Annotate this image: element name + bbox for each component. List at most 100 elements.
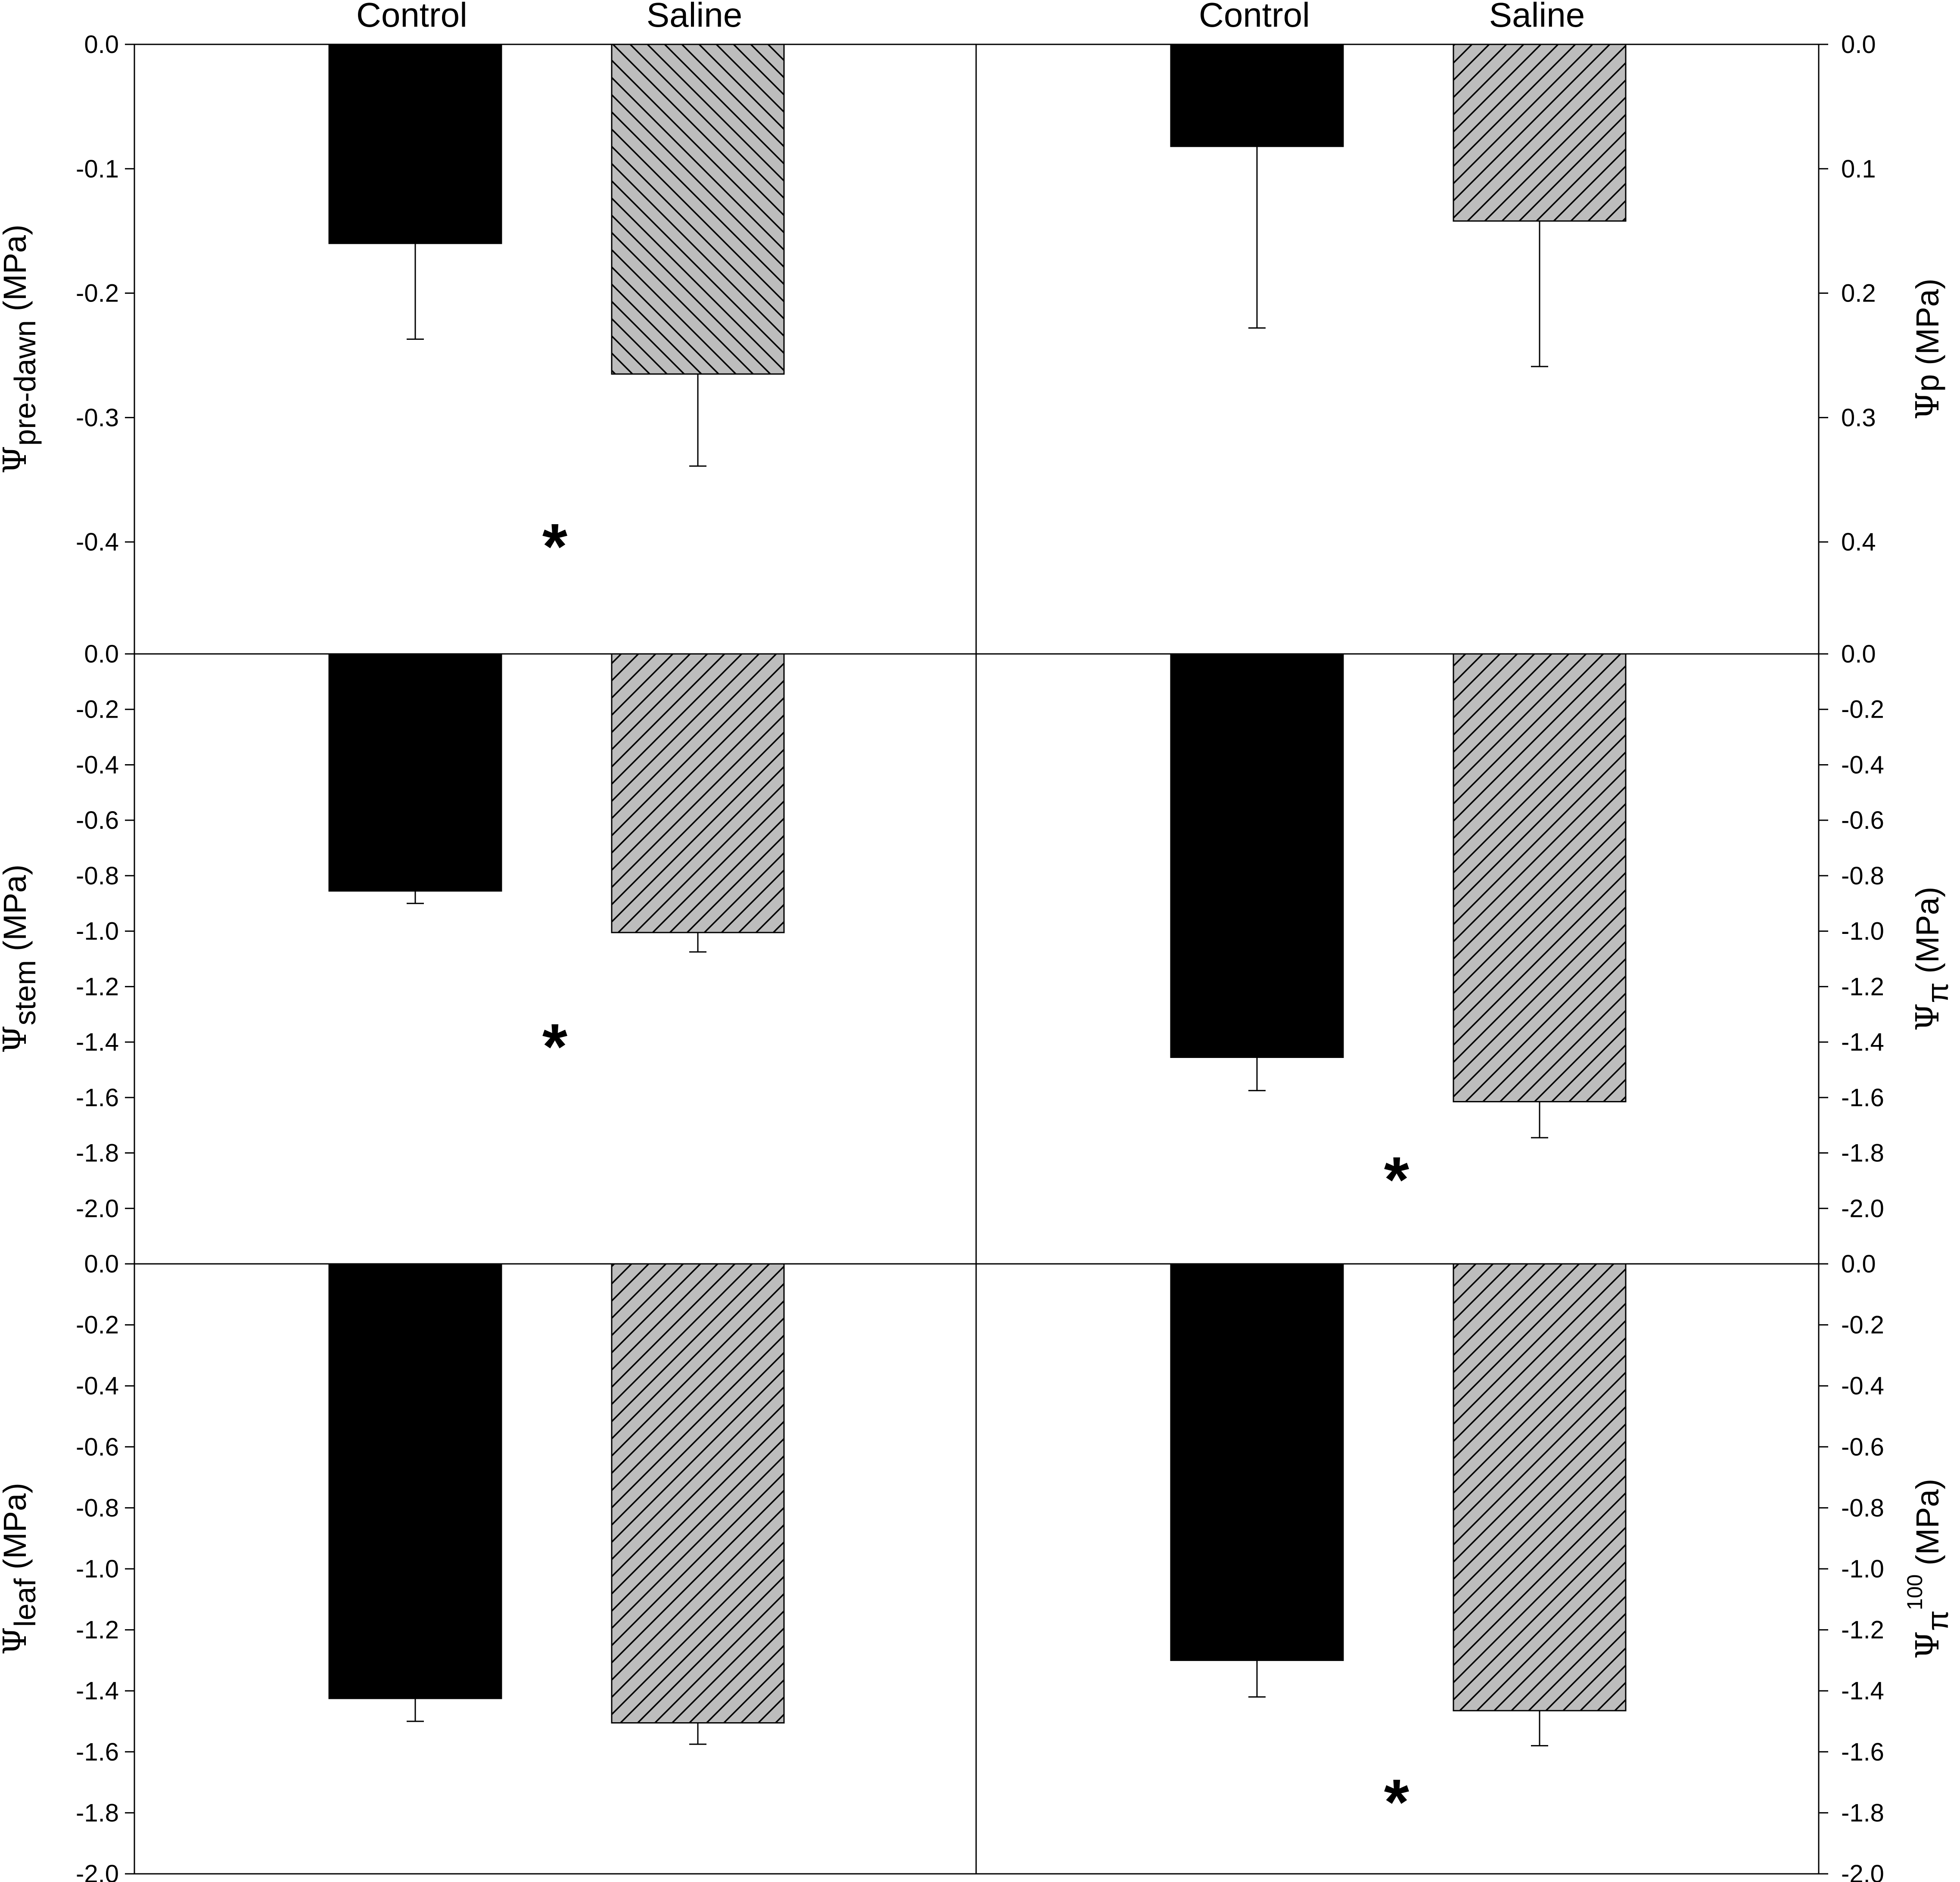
y-tick-label: -0.8	[76, 862, 119, 890]
y-tick-label: -0.8	[1841, 1494, 1884, 1522]
y-tick-label: 0.3	[1841, 404, 1876, 432]
y-axis-label: Ψπ (MPa)	[1909, 887, 1954, 1031]
panel-top-right: 0.0 0.1 0.2 0.3 0.4 Ψp (MPa)	[975, 31, 1946, 655]
bar-control	[1170, 653, 1344, 1058]
y-tick-label: -0.4	[76, 1372, 119, 1400]
y-tick-label: -1.0	[1841, 918, 1884, 946]
bar-control	[1170, 44, 1344, 147]
y-tick-label: -1.4	[1841, 1028, 1884, 1056]
y-tick-label: -0.2	[76, 696, 119, 724]
y-axis-label-unit: (MPa)	[1910, 1479, 1945, 1574]
y-tick-label: 0.0	[1841, 640, 1876, 668]
y-tick-label: -1.4	[1841, 1677, 1884, 1705]
panel-frame	[134, 653, 977, 1265]
bar-control	[1170, 1263, 1344, 1661]
y-axis-label-unit: (MPa)	[1910, 887, 1945, 982]
y-tick-label: 0.1	[1841, 155, 1876, 183]
panel-bottom-left: 0.0 -0.2 -0.4 -0.6 -0.8 -1.0 -1.2 -1.4 -1.6 -1.8 -…	[0, 1250, 977, 1882]
y-tick-label: 0.0	[1841, 31, 1876, 59]
header-saline-left: Saline	[647, 0, 742, 34]
y-tick-label: -1.6	[1841, 1084, 1884, 1112]
y-axis-label-unit: p (MPa)	[1910, 278, 1945, 392]
y-axis-label: Ψleaf (MPa)	[0, 1483, 42, 1655]
y-tick-label: 0.0	[84, 31, 119, 59]
y-tick-label: -1.4	[76, 1028, 119, 1056]
y-axis-label-unit: (MPa)	[0, 224, 33, 320]
y-tick-label: -0.2	[76, 1311, 119, 1339]
significance-marker: *	[1384, 1766, 1409, 1838]
y-axis-label-subscript: stem	[8, 960, 42, 1026]
y-axis-label-superscript: 100	[1903, 1574, 1927, 1610]
y-axis-label-subscript: pre-dawn	[8, 320, 42, 446]
y-tick-label: -0.4	[1841, 751, 1884, 779]
y-axis-label: Ψstem (MPa)	[0, 865, 42, 1054]
y-tick-label: 0.0	[84, 1250, 119, 1278]
panels: 0.0-0.1-0.2-0.3-0.4 *Ψpre-dawn (MPa)0.00.…	[0, 31, 1954, 1882]
y-tick-label: -1.2	[76, 1616, 119, 1644]
y-axis-label: Ψp (MPa)	[1909, 278, 1946, 420]
bar-saline	[1453, 44, 1627, 222]
y-tick-label: -1.0	[1841, 1555, 1884, 1583]
y-axis-label-symbol: Ψ	[1909, 392, 1946, 420]
panel-middle-right: 0.0 -0.2 -0.4 -0.6 -0.8 -1.0 -1.2 -1.4 -1.6 -1.8 -…	[975, 640, 1954, 1265]
bar-control	[328, 1263, 502, 1699]
header-saline-right: Saline	[1489, 0, 1585, 34]
bar-saline	[1453, 653, 1627, 1102]
y-tick-label: 0.0	[1841, 1250, 1876, 1278]
y-tick-label: -1.8	[1841, 1799, 1884, 1827]
y-tick-label: -2.0	[76, 1195, 119, 1223]
bar-control	[328, 653, 502, 892]
y-tick-label: -0.6	[1841, 806, 1884, 834]
y-tick-label: -1.8	[76, 1799, 119, 1827]
y-tick-label: -0.2	[1841, 696, 1884, 724]
y-tick-label: -1.0	[76, 1555, 119, 1583]
significance-marker: *	[542, 510, 568, 582]
y-tick-label: -0.4	[76, 751, 119, 779]
y-tick-label: -0.3	[76, 404, 119, 432]
y-tick-label: -1.2	[1841, 1616, 1884, 1644]
y-tick-label: -1.0	[76, 918, 119, 946]
y-axis-label-unit: (MPa)	[0, 865, 33, 960]
y-axis-label-subscript: leaf	[8, 1578, 42, 1627]
significance-marker: *	[1384, 1143, 1409, 1216]
y-tick-label: -1.2	[76, 973, 119, 1001]
header-control-right: Control	[1199, 0, 1310, 34]
bar-saline	[1453, 1263, 1627, 1711]
y-tick-label: -1.6	[76, 1738, 119, 1766]
y-axis-label-subscript: π	[1921, 1610, 1954, 1631]
y-tick-label: -0.1	[76, 155, 119, 183]
panel-top-left: 0.0 -0.1 -0.2 -0.3 -0.4 * Ψpre-dawn (MPa)	[0, 31, 977, 655]
y-tick-label: -1.6	[1841, 1738, 1884, 1766]
y-axis-label: Ψpre-dawn (MPa)	[0, 224, 42, 474]
y-axis-label-symbol: Ψ	[0, 446, 34, 474]
y-tick-label: -1.2	[1841, 973, 1884, 1001]
y-tick-label: -0.2	[76, 280, 119, 308]
y-tick-label: -0.6	[1841, 1433, 1884, 1461]
bar-control	[328, 44, 502, 244]
y-tick-label: 0.4	[1841, 528, 1876, 556]
y-axis-label-unit: (MPa)	[0, 1483, 33, 1578]
bar-saline	[611, 1263, 785, 1724]
panel-middle-left: 0.0 -0.2 -0.4 -0.6 -0.8 -1.0 -1.2 -1.4 -1.6 -1.8 -…	[0, 640, 977, 1265]
y-tick-label: -0.2	[1841, 1311, 1884, 1339]
y-tick-label: -2.0	[76, 1860, 119, 1882]
y-axis-label: Ψπ100 (MPa)	[1903, 1479, 1954, 1659]
y-axis-label-symbol: Ψ	[1909, 1003, 1946, 1031]
y-tick-label: -0.4	[76, 528, 119, 556]
y-axis-label-subscript: π	[1921, 982, 1954, 1003]
bar-saline	[611, 653, 785, 933]
y-tick-label: -1.4	[76, 1677, 119, 1705]
y-tick-label: 0.0	[84, 640, 119, 668]
bar-saline	[611, 44, 785, 375]
significance-marker: *	[542, 1010, 568, 1083]
header-control-left: Control	[356, 0, 467, 34]
y-tick-label: -0.6	[76, 1433, 119, 1461]
y-tick-label: -2.0	[1841, 1195, 1884, 1223]
y-tick-label: -1.6	[76, 1084, 119, 1112]
y-tick-label: -0.4	[1841, 1372, 1884, 1400]
panel-frame	[134, 1263, 977, 1875]
y-tick-label: -1.8	[1841, 1139, 1884, 1167]
panel-frame	[975, 44, 1820, 655]
y-tick-label: 0.2	[1841, 280, 1876, 308]
